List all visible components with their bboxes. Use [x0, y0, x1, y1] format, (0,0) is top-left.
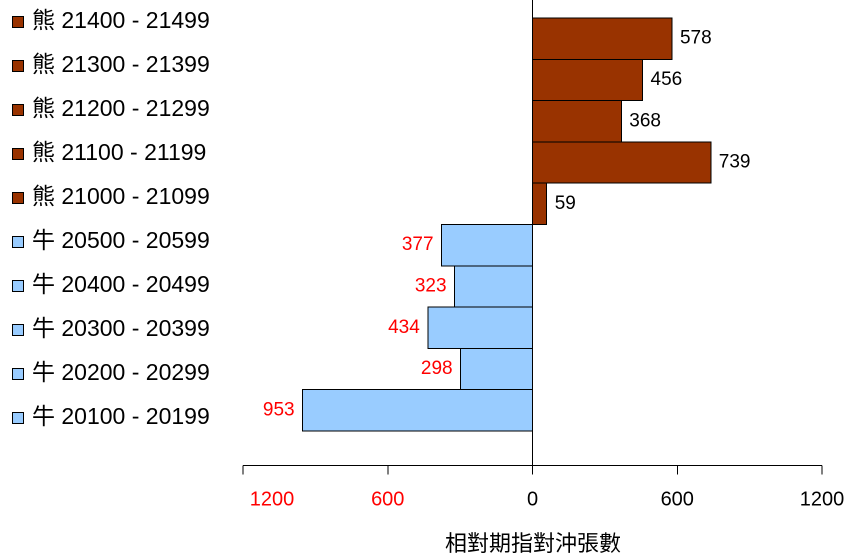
data-label-21000-21099: 59 [555, 193, 576, 214]
legend-swatch-21200-21299 [12, 104, 24, 116]
bar-21100-21199 [532, 141, 712, 184]
legend-swatch-20400-20499 [12, 280, 24, 292]
legend-item-21000-21099: 熊 21000 - 21099 [12, 183, 210, 209]
data-label-20500-20599: 377 [402, 234, 434, 255]
legend-swatch-21100-21199 [12, 148, 24, 160]
bar-21000-21099 [532, 182, 548, 225]
legend-item-20200-20299: 牛 20200 - 20299 [12, 359, 210, 385]
x-tick-label-center-0: 0 [527, 488, 538, 510]
x-tick-label-left-600: 600 [371, 488, 404, 510]
legend-label-21300-21399: 熊 21300 - 21399 [32, 51, 210, 77]
bar-21300-21399 [532, 58, 644, 102]
bar-20400-20499 [454, 265, 534, 308]
data-label-20200-20299: 298 [421, 358, 453, 379]
legend-item-20500-20599: 牛 20500 - 20599 [12, 227, 210, 253]
legend-item-21300-21399: 熊 21300 - 21399 [12, 51, 210, 77]
x-tick-label-right-1200: 1200 [800, 488, 845, 510]
data-label-20400-20499: 323 [415, 275, 447, 296]
legend-swatch-20500-20599 [12, 236, 24, 248]
legend-label-21400-21499: 熊 21400 - 21499 [32, 7, 210, 33]
legend-swatch-20300-20399 [12, 324, 24, 336]
data-label-21300-21399: 456 [651, 69, 683, 90]
bar-20300-20399 [427, 306, 533, 349]
legend-item-20300-20399: 牛 20300 - 20399 [12, 315, 210, 341]
legend-item-21400-21499: 熊 21400 - 21499 [12, 7, 210, 33]
legend-item-20400-20499: 牛 20400 - 20499 [12, 271, 210, 297]
data-label-21400-21499: 578 [680, 28, 712, 49]
legend-swatch-21300-21399 [12, 60, 24, 72]
bar-21400-21499 [532, 17, 673, 60]
x-tick-label-right-600: 600 [661, 488, 694, 510]
bar-20500-20599 [441, 224, 533, 267]
data-label-21200-21299: 368 [629, 110, 661, 131]
bar-21200-21299 [532, 100, 622, 143]
legend-label-20500-20599: 牛 20500 - 20599 [32, 227, 210, 253]
data-label-21100-21199: 739 [719, 152, 751, 173]
legend-item-20100-20199: 牛 20100 - 20199 [12, 403, 210, 429]
legend-label-20100-20199: 牛 20100 - 20199 [32, 403, 210, 429]
legend-swatch-21000-21099 [12, 192, 24, 204]
legend-label-21100-21199: 熊 21100 - 21199 [32, 139, 206, 165]
bar-20100-20199 [302, 389, 533, 432]
legend-label-20400-20499: 牛 20400 - 20499 [32, 271, 210, 297]
bars-group [302, 17, 712, 432]
legend: 熊 21400 - 21499 熊 21300 - 21399 熊 21200 - … [12, 7, 210, 429]
axes-group: 1200 600 0 600 1200 [242, 0, 845, 510]
legend-label-20300-20399: 牛 20300 - 20399 [32, 315, 210, 341]
legend-label-21200-21299: 熊 21200 - 21299 [32, 95, 210, 121]
legend-item-21200-21299: 熊 21200 - 21299 [12, 95, 210, 121]
legend-label-21000-21099: 熊 21000 - 21099 [32, 183, 210, 209]
legend-swatch-20100-20199 [12, 412, 24, 424]
bar-20200-20299 [460, 347, 534, 391]
legend-item-21100-21199: 熊 21100 - 21199 [12, 139, 206, 165]
legend-swatch-20200-20299 [12, 368, 24, 380]
legend-label-20200-20299: 牛 20200 - 20299 [32, 359, 210, 385]
data-label-20300-20399: 434 [388, 317, 420, 338]
data-label-20100-20199: 953 [263, 399, 295, 420]
x-tick-label-left-1200: 1200 [250, 488, 295, 510]
legend-swatch-21400-21499 [12, 16, 24, 28]
x-axis-title: 相對期指對沖張數 [445, 531, 621, 555]
